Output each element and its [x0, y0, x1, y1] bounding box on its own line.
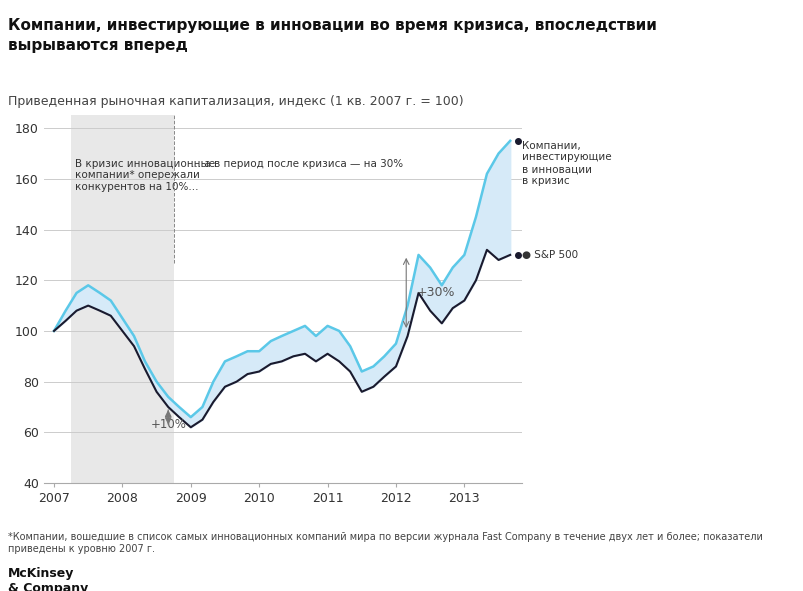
Text: ... а в период после кризиса — на 30%: ... а в период после кризиса — на 30% [190, 158, 402, 168]
Text: Компании, инвестирующие в инновации во время кризиса, впоследствии
вырываются вп: Компании, инвестирующие в инновации во в… [8, 18, 656, 53]
Text: +30%: +30% [416, 287, 454, 300]
Text: В кризис инновационные
компании* опережали
конкурентов на 10%...: В кризис инновационные компании* опережа… [75, 158, 214, 191]
Text: *Компании, вошедшие в список самых инновационных компаний мира по версии журнала: *Компании, вошедшие в список самых иннов… [8, 532, 762, 554]
Text: Компании,
инвестирующие
в инновации
в кризис: Компании, инвестирующие в инновации в кр… [522, 141, 611, 186]
Text: McKinsey
& Company: McKinsey & Company [8, 567, 88, 591]
Text: ● S&P 500: ● S&P 500 [522, 250, 578, 260]
Text: Приведенная рыночная капитализация, индекс (1 кв. 2007 г. = 100): Приведенная рыночная капитализация, инде… [8, 95, 463, 108]
Text: +10%: +10% [150, 418, 186, 431]
Bar [71, 115, 173, 483]
